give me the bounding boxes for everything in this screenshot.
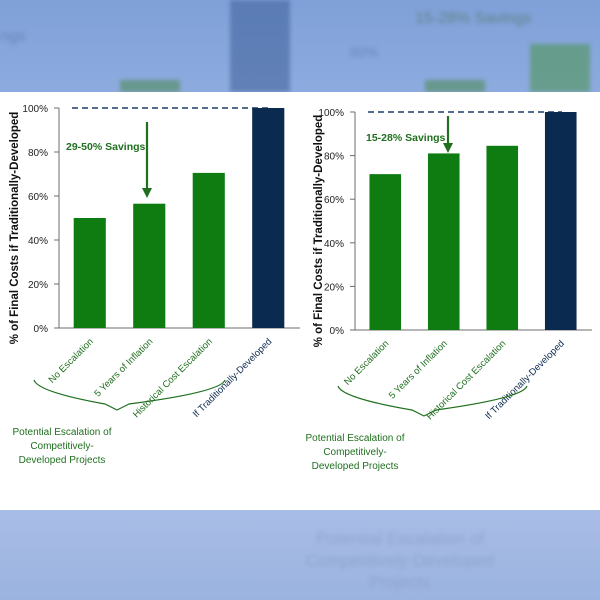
bar-chart-1: % of Final Costs if Traditionally-Develo… xyxy=(9,104,300,466)
bar-historical-cost-escalation xyxy=(486,145,519,330)
bg-navy-bar-left xyxy=(230,0,290,92)
bracket-label-line: Developed Projects xyxy=(19,455,106,466)
background-bottom xyxy=(0,510,600,600)
bg-green-bar-right xyxy=(425,80,485,92)
bar-5-years-of-inflation xyxy=(133,203,166,328)
category-bracket xyxy=(337,385,528,417)
x-tick-label: No Escalation xyxy=(47,336,96,385)
bg-text-top-right: 15-28% Savings xyxy=(415,10,532,27)
y-axis-title: % of Final Costs if Traditionally-Develo… xyxy=(9,112,21,345)
bar-chart-2: % of Final Costs if Traditionally-Develo… xyxy=(306,108,592,472)
bar-no-escalation xyxy=(369,174,402,330)
bar-5-years-of-inflation xyxy=(427,153,460,330)
y-tick-label: 80% xyxy=(324,152,344,163)
y-tick-label: 60% xyxy=(28,192,48,203)
bg-text-top-left: ngs xyxy=(0,28,26,45)
bracket-label-line: Competitively- xyxy=(30,441,93,452)
y-tick-label: 80% xyxy=(28,148,48,159)
bracket-label-line: Potential Escalation of xyxy=(306,433,405,444)
bar-no-escalation xyxy=(73,218,106,328)
y-tick-label: 20% xyxy=(28,280,48,291)
category-bracket xyxy=(33,379,226,411)
bg-text-top-center: 80% xyxy=(350,44,379,60)
y-tick-label: 20% xyxy=(324,282,344,293)
bg-green-bar-left xyxy=(120,80,180,92)
bracket-label-line: Competitively- xyxy=(323,447,386,458)
y-tick-label: 100% xyxy=(318,108,344,119)
x-tick-label: 5 Years of Inflation xyxy=(92,336,155,399)
y-tick-label: 40% xyxy=(324,239,344,250)
y-tick-label: 100% xyxy=(22,104,48,115)
bracket-label-line: Developed Projects xyxy=(312,461,399,472)
bg-text-bottom: Potential Escalation of Competitively-De… xyxy=(305,529,495,592)
chart-area: % of Final Costs if Traditionally-Develo… xyxy=(9,104,592,472)
bar-if-traditionally-developed xyxy=(252,108,285,328)
x-tick-label: 5 Years of Inflation xyxy=(387,338,450,401)
bracket-label-line: Potential Escalation of xyxy=(13,427,112,438)
savings-arrowhead xyxy=(142,188,152,198)
bar-historical-cost-escalation xyxy=(192,172,225,328)
savings-annotation: 15-28% Savings xyxy=(366,132,446,144)
chart-card: % of Final Costs if Traditionally-Develo… xyxy=(0,92,600,510)
savings-arrowhead xyxy=(443,143,453,153)
bar-if-traditionally-developed xyxy=(544,112,577,330)
bg-green-bar-far-right xyxy=(530,44,590,92)
y-tick-label: 0% xyxy=(34,324,49,335)
x-tick-label: No Escalation xyxy=(342,338,391,387)
y-axis-title: % of Final Costs if Traditionally-Develo… xyxy=(313,115,325,348)
y-tick-label: 60% xyxy=(324,195,344,206)
savings-annotation: 29-50% Savings xyxy=(66,141,146,153)
y-tick-label: 40% xyxy=(28,236,48,247)
y-tick-label: 0% xyxy=(330,326,345,337)
background-top xyxy=(0,0,600,92)
